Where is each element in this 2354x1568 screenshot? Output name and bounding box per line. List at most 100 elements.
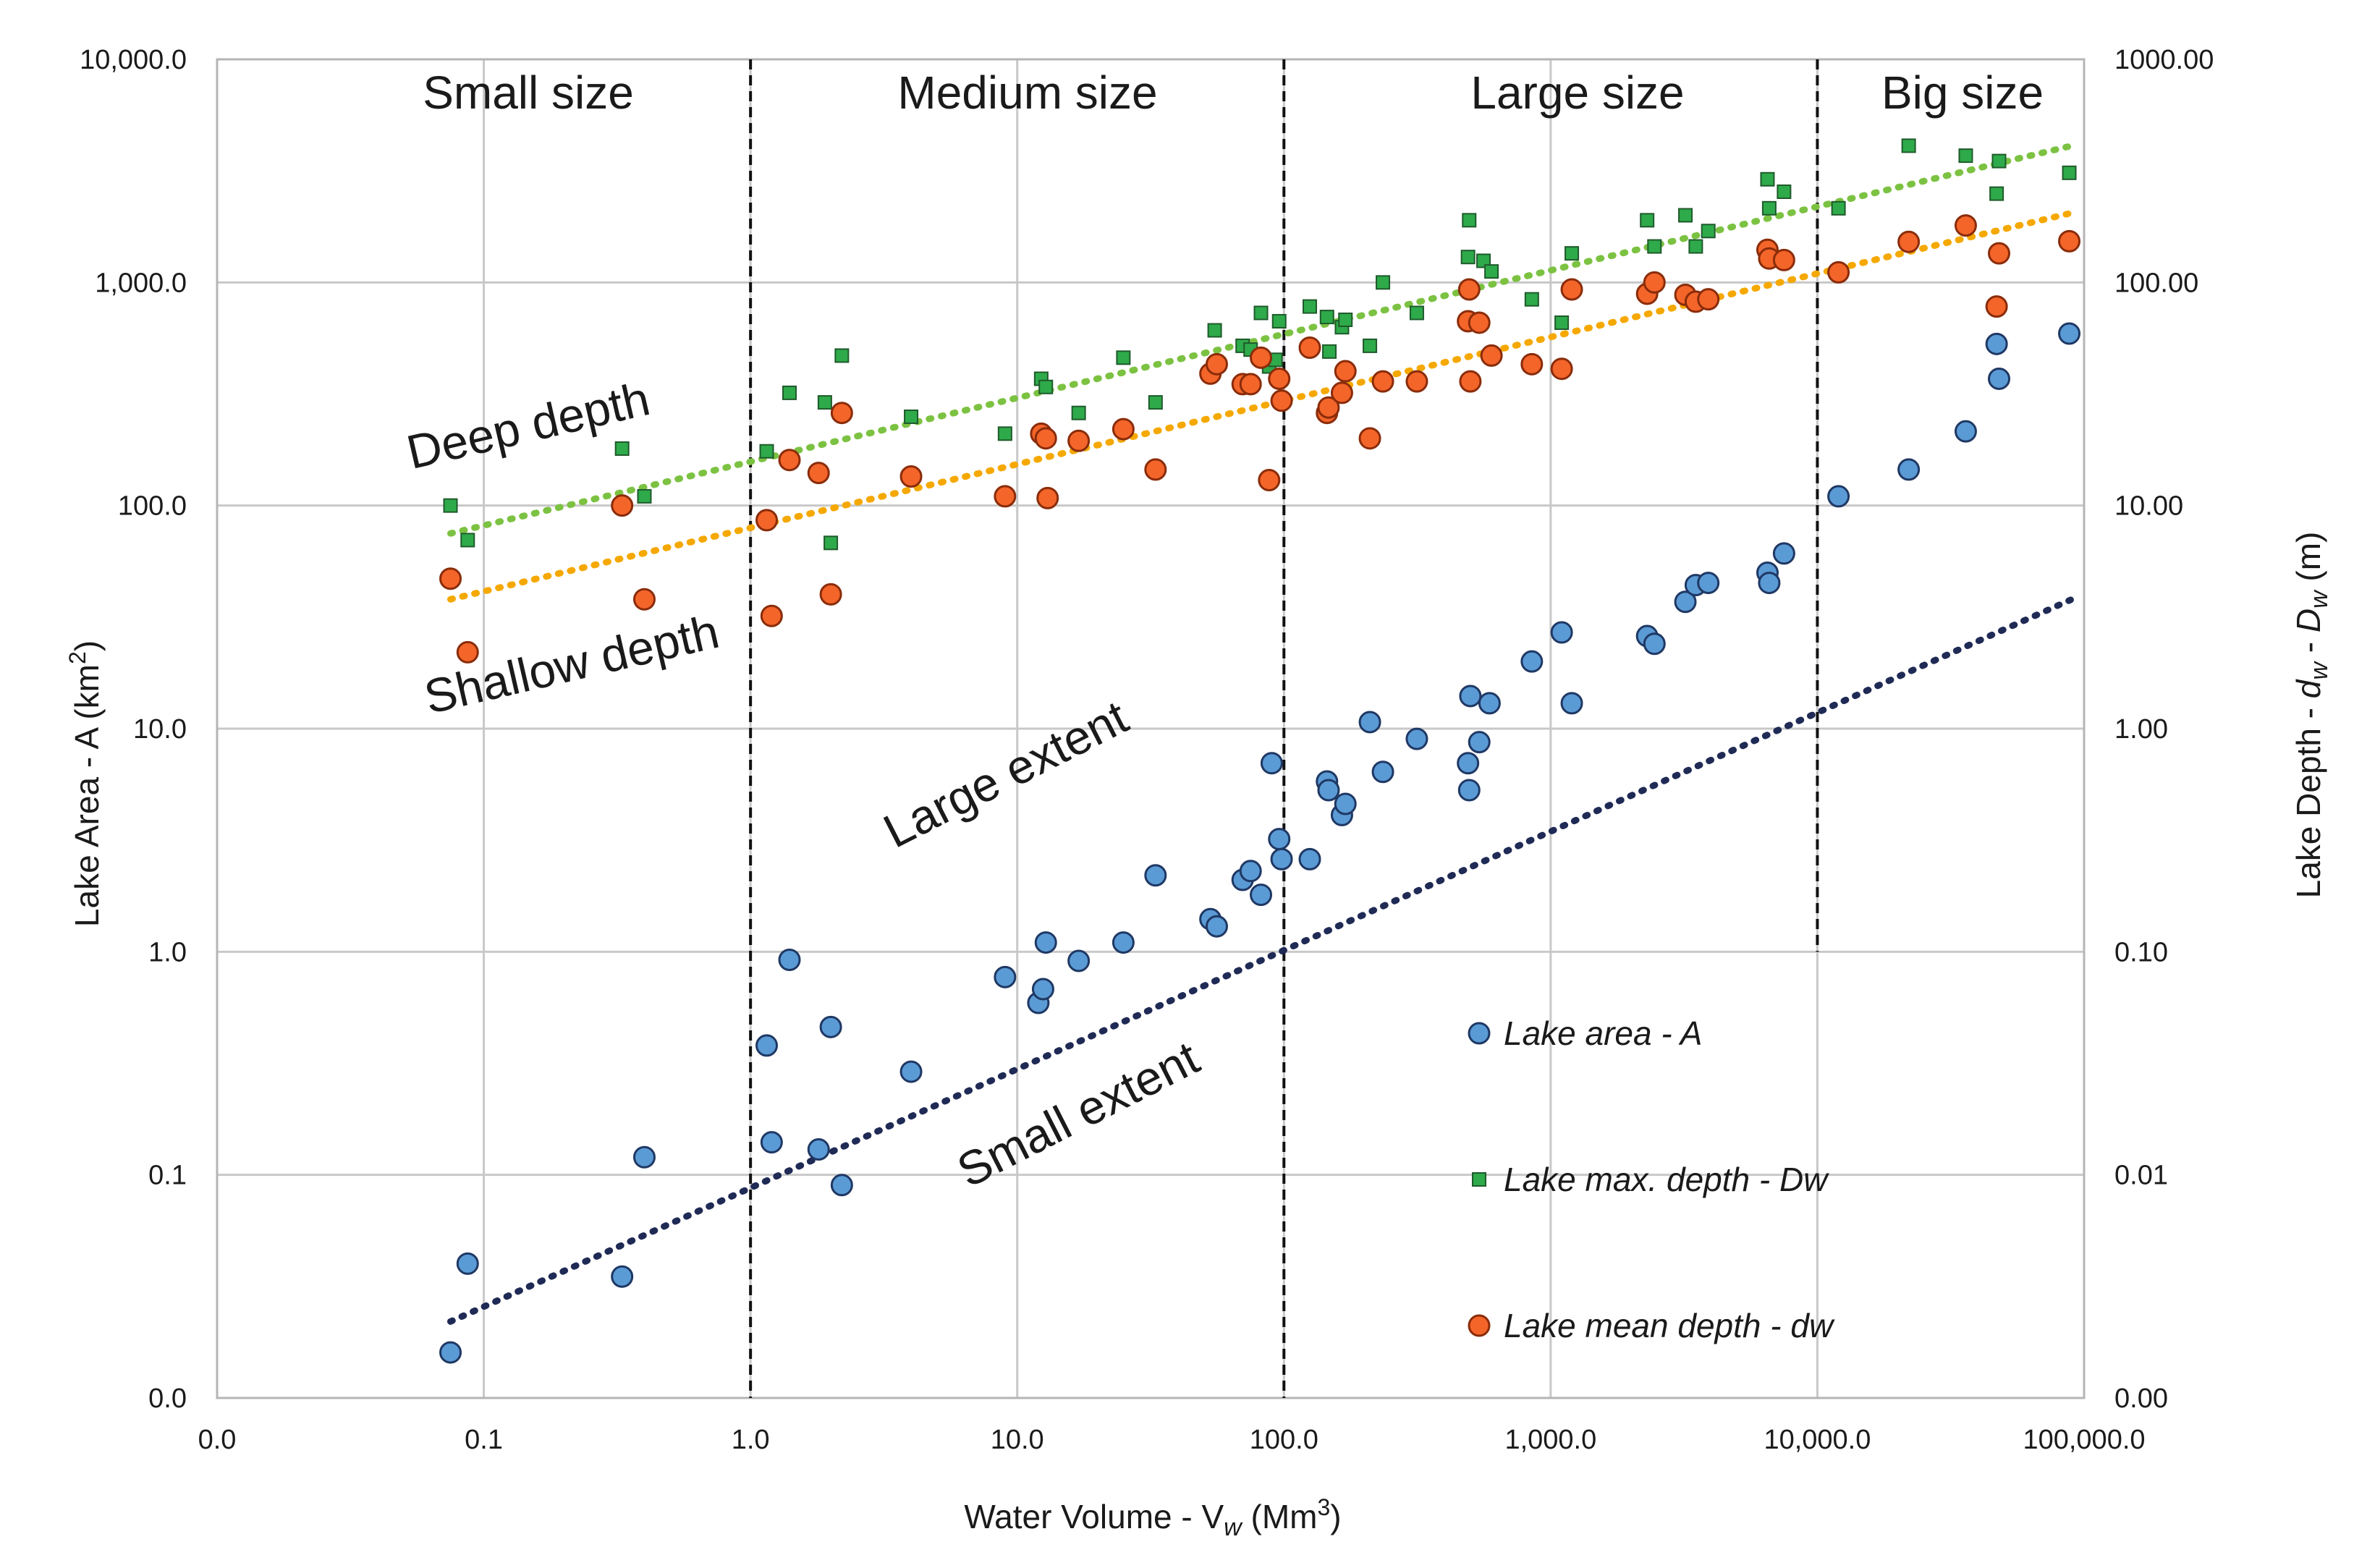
max_depth-point [1989,186,2004,201]
max_depth-point [443,498,458,513]
max_depth-point [817,395,832,410]
legend-marker-max_depth [1472,1172,1486,1187]
max_depth-point [1647,239,1662,254]
y-axis-left-title: Lake Area - A (km2) [64,640,106,927]
max_depth-point [1319,310,1334,325]
area-point [1988,367,2011,390]
legend-marker-mean_depth [1468,1314,1491,1337]
area-point [1317,779,1340,802]
legend-label-mean_depth: Lake mean depth - dw [1504,1307,1835,1344]
max_depth-point [1761,200,1777,216]
mean_depth-point [611,494,634,517]
mean_depth-point [1317,396,1340,419]
max_depth-point [1701,224,1716,239]
mean_depth-point [1985,295,2008,318]
area-point [899,1060,923,1083]
mean_depth-point [1205,352,1228,376]
mean_depth-point [1457,278,1481,301]
y-left-tick-label: 0.1 [148,1161,187,1191]
mean_depth-point [1112,418,1135,441]
mean_depth-point [1897,230,1921,253]
y-right-tick-label: 1000.00 [2114,45,2214,75]
area-point [1897,458,1921,481]
mean_depth-point [456,640,479,664]
tick-labels: 0.0 0.1 1.0 10.0 100.0 1,000.0 10,000.0 100,000… [80,45,2214,1455]
trend-lines [447,142,2075,1325]
area-point [1457,779,1481,802]
y-right-tick-label: 1.00 [2114,714,2168,745]
y-right-tick-label: 0.10 [2114,937,2168,967]
area-point [778,948,801,971]
max_depth-point [1760,171,1775,187]
max_depth-point [2062,165,2077,180]
mean_depth-point [632,588,656,611]
mean_depth-point [439,567,462,590]
mean_depth-point [830,402,853,425]
max_depth-point [1409,305,1424,321]
area-point [1239,860,1262,883]
area-point [807,1138,830,1161]
area-point [1371,760,1394,784]
max_depth-point [1148,395,1163,410]
mean_depth-point [1772,248,1795,271]
size-class-label: Large size [1470,67,1684,119]
area-point [1034,931,1057,954]
area-point [1468,731,1491,754]
area-point [994,965,1017,988]
max_depth-point [1524,292,1539,307]
y-left-tick-label: 0.0 [148,1383,187,1414]
max_depth-point [1071,405,1086,420]
area-point [1112,931,1135,954]
mean_depth-point [1371,370,1394,393]
mean_depth-point [1550,357,1573,381]
region-annotation: Deep depth [402,371,654,479]
max_depth-point [1640,213,1655,228]
area-point [1772,542,1795,565]
y-left-tick-label: 1.0 [148,937,187,967]
region-annotation: Small extent [949,1030,1207,1198]
area-point [1985,332,2008,355]
area-point [1067,949,1091,972]
area-point [1457,752,1480,775]
max_depth-point [1207,323,1222,338]
area-point [1250,883,1273,907]
max_depth-point [614,441,630,456]
area-point [1405,727,1428,750]
area-point [1758,572,1781,595]
mean_depth-point [1520,352,1544,376]
mean_depth-point [1480,344,1503,367]
area-point [1260,752,1283,775]
area-point [1520,650,1544,673]
max_depth-point [824,535,839,551]
mean_depth-point [1358,427,1381,450]
mean_depth-point [1697,288,1720,311]
mean_depth-point [2058,229,2081,253]
x-tick-label: 10,000.0 [1764,1425,1871,1455]
y-axis-right-title: Lake Depth - dw - Dw (m) [2290,532,2333,899]
max_depth-point [1958,148,1973,164]
mean_depth-point [1034,427,1057,450]
data-points [439,138,2081,1364]
mean_depth-point [1250,346,1273,369]
max_depth-trend-line [447,142,2075,537]
max_depth-point [759,444,774,459]
mean_depth-point [1459,370,1482,393]
x-tick-label: 1.0 [732,1425,770,1455]
area-point [1270,847,1293,870]
region-annotation: Shallow depth [419,604,724,724]
area-point [760,1131,783,1154]
max_depth-point [1363,338,1378,353]
area-point [819,1015,842,1038]
area-point [1144,864,1167,887]
max_depth-point [1777,184,1792,199]
mean_depth-point [1067,429,1091,452]
area-point [2058,322,2081,345]
area-point [1697,572,1720,595]
mean_depth-point [1298,336,1321,359]
mean_depth-point [1268,367,1291,390]
legend-label-max_depth: Lake max. depth - Dw [1504,1161,1829,1198]
mean_depth-point [1827,260,1850,284]
area-point [1358,711,1381,734]
area-point [439,1341,462,1364]
